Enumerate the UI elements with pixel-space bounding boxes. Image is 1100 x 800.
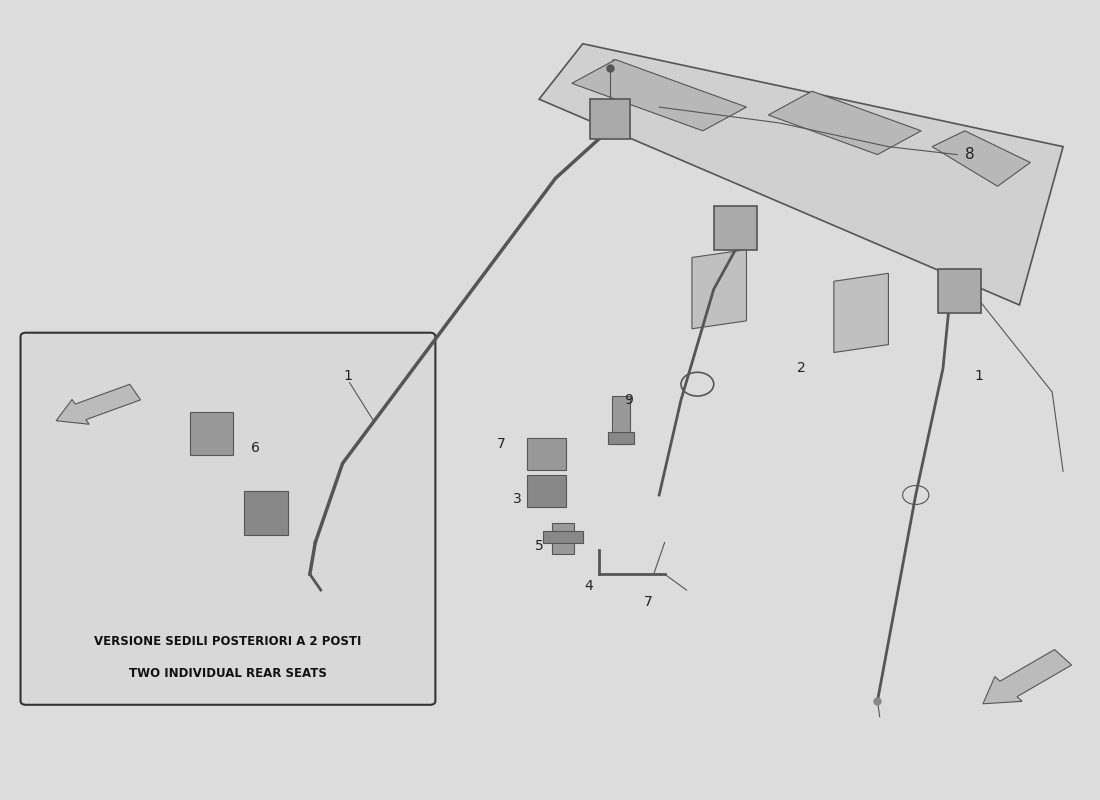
Text: 3: 3	[513, 492, 521, 506]
Bar	[714, 206, 758, 250]
Text: 4: 4	[584, 579, 593, 593]
Text: 1: 1	[975, 370, 983, 383]
Bar	[527, 438, 566, 470]
FancyArrow shape	[56, 384, 141, 424]
Bar	[552, 522, 574, 554]
Text: 1: 1	[343, 370, 352, 383]
Text: 7: 7	[496, 437, 505, 450]
Polygon shape	[692, 250, 747, 329]
Bar	[613, 396, 629, 443]
Bar	[244, 491, 288, 534]
Text: 7: 7	[644, 595, 652, 609]
Text: 9: 9	[624, 393, 632, 407]
Text: 6: 6	[251, 441, 260, 454]
Bar	[591, 99, 629, 138]
Polygon shape	[932, 131, 1031, 186]
Text: 5: 5	[535, 539, 543, 554]
Bar	[608, 432, 634, 443]
Text: TWO INDIVIDUAL REAR SEATS: TWO INDIVIDUAL REAR SEATS	[129, 666, 327, 680]
Bar	[189, 412, 233, 455]
Polygon shape	[834, 274, 889, 353]
Bar	[937, 270, 981, 313]
Polygon shape	[572, 59, 747, 131]
Bar	[543, 530, 583, 542]
Polygon shape	[768, 91, 921, 154]
FancyBboxPatch shape	[21, 333, 436, 705]
Bar	[527, 475, 566, 507]
Polygon shape	[539, 44, 1063, 305]
FancyArrow shape	[983, 650, 1071, 704]
Text: VERSIONE SEDILI POSTERIORI A 2 POSTI: VERSIONE SEDILI POSTERIORI A 2 POSTI	[95, 635, 362, 648]
Text: 8: 8	[966, 147, 975, 162]
Text: 2: 2	[796, 362, 805, 375]
